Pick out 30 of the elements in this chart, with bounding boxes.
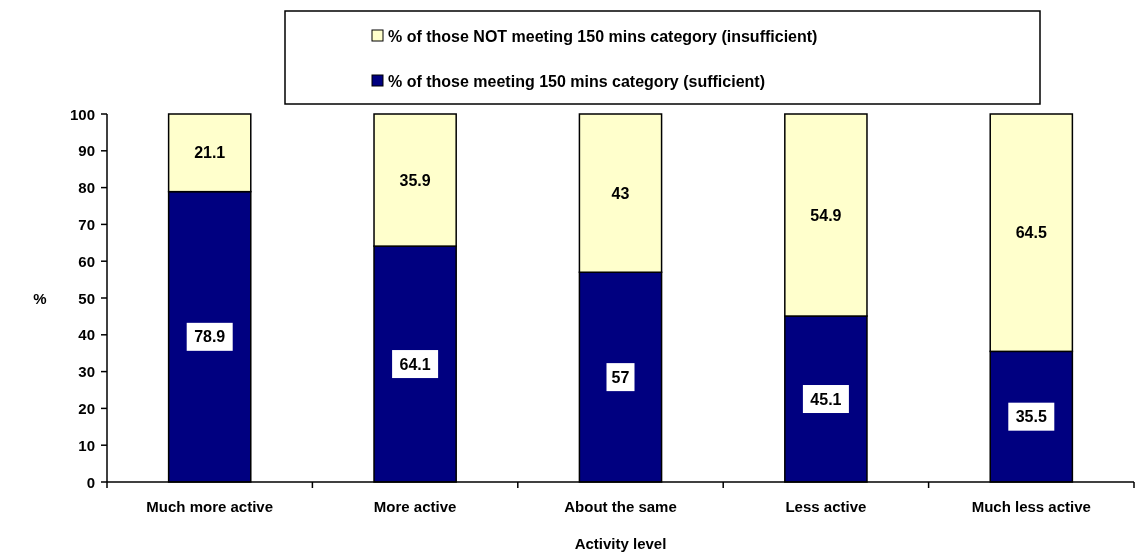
data-label: 35.5	[1015, 408, 1047, 426]
y-tick-label: 40	[78, 326, 95, 344]
data-label: 35.9	[399, 171, 431, 189]
y-tick-label: 10	[78, 436, 95, 454]
x-tick-label: More active	[373, 498, 457, 515]
data-label: 54.9	[810, 206, 842, 224]
x-axis-title: Activity level	[574, 535, 667, 552]
y-tick-label: 20	[78, 399, 95, 417]
y-axis-title: %	[33, 289, 47, 307]
data-label: 21.1	[194, 144, 226, 162]
y-tick-label: 90	[78, 142, 95, 160]
legend-label: % of those meeting 150 mins category (sufficient)	[388, 72, 765, 90]
y-tick-label: 60	[78, 252, 95, 270]
x-tick-label: Less active	[785, 498, 867, 515]
y-tick-label: 70	[78, 215, 95, 233]
data-label: 43	[611, 184, 630, 202]
legend-label: % of those NOT meeting 150 mins category (insufficient)	[388, 27, 818, 45]
y-tick-label: 100	[69, 105, 95, 123]
y-tick-label: 80	[78, 179, 95, 197]
x-tick-label: Much less active	[971, 498, 1091, 515]
y-tick-label: 0	[86, 473, 95, 491]
y-tick-label: 50	[78, 289, 95, 307]
data-label: 45.1	[810, 390, 842, 408]
x-tick-label: About the same	[564, 498, 677, 515]
data-label: 64.5	[1015, 224, 1047, 242]
data-label: 64.1	[399, 355, 431, 373]
x-tick-label: Much more active	[146, 498, 274, 515]
y-tick-label: 30	[78, 363, 95, 381]
data-label: 78.9	[194, 328, 226, 346]
data-label: 57	[611, 368, 630, 386]
